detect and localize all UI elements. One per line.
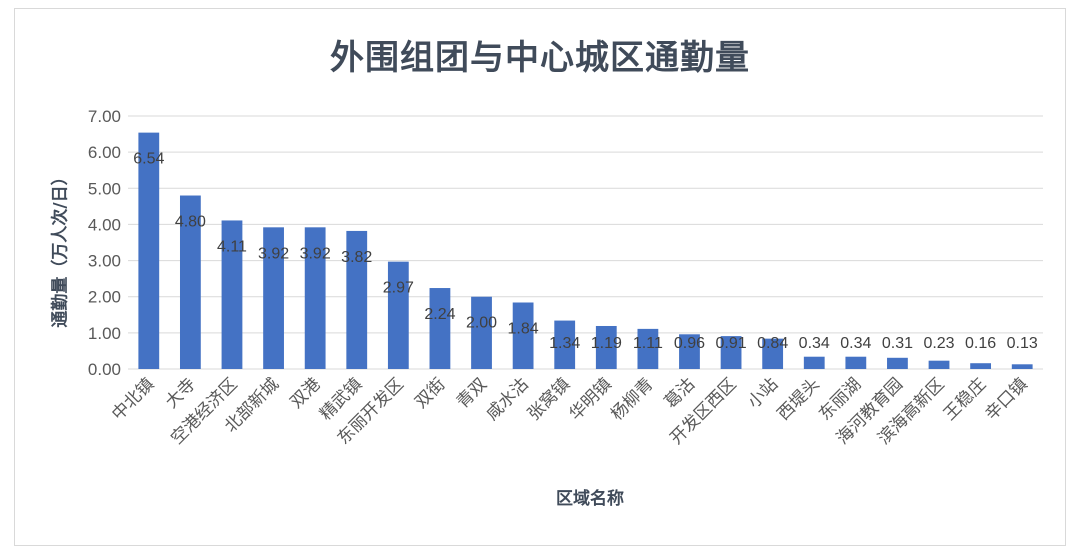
y-tick-label: 3.00 [88,252,121,271]
data-label: 1.19 [591,335,622,352]
data-label: 0.34 [840,335,871,352]
bar [803,356,825,369]
x-axis-label: 区域名称 [556,489,624,509]
data-label: 1.84 [508,320,539,337]
data-label: 0.13 [1007,335,1038,352]
data-label: 0.84 [757,335,788,352]
x-tick-label: 西堤头 [774,374,824,424]
data-label: 0.96 [674,335,705,352]
data-label: 3.82 [341,249,372,266]
bar [512,302,534,369]
bar [304,227,326,369]
chart-title: 外围组团与中心城区通勤量 [330,38,750,78]
data-label: 4.80 [175,214,206,231]
y-tick-labels: 0.00 1.00 2.00 3.00 4.00 5.00 6.00 7.00 [88,107,121,379]
data-label: 0.31 [882,335,913,352]
data-label: 3.92 [300,245,331,262]
bar [595,325,617,369]
y-tick-label: 4.00 [88,215,121,234]
y-tick-label: 1.00 [88,324,121,343]
data-label: 0.91 [715,335,746,352]
bar [429,288,451,369]
bar [387,261,409,369]
data-label: 0.23 [923,335,954,352]
y-tick-label: 6.00 [88,143,121,162]
bar [554,320,576,369]
bar [762,338,784,369]
bar [679,334,700,369]
x-tick-label: 杨柳青 [607,374,657,424]
data-label: 0.16 [965,335,996,352]
bar [887,357,908,369]
x-tick-label: 张窝镇 [524,374,574,424]
x-tick-label: 王稳庄 [940,374,990,424]
bar [221,220,243,369]
data-label: 2.00 [466,315,497,332]
data-label: 0.34 [799,335,830,352]
x-tick-label: 辛口镇 [982,374,1032,424]
data-labels: 6.54 4.80 4.11 3.92 3.92 3.82 2.97 2.24 2.00 1.84… [133,151,1038,352]
y-tick-label: 0.00 [88,360,121,379]
data-label: 4.11 [217,238,247,255]
data-label: 2.97 [383,280,414,297]
data-label: 3.92 [258,245,289,262]
x-tick-label: 中北镇 [108,374,158,424]
data-label: 6.54 [133,151,164,168]
bar [179,195,201,369]
bar [346,230,368,369]
bar [637,328,659,369]
bar [1011,364,1033,369]
x-tick-label: 华明镇 [566,374,616,424]
bar [845,356,867,369]
x-tick-label: 双街 [411,374,449,412]
data-label: 2.24 [424,306,455,323]
bars [138,132,1033,369]
bar [471,296,492,369]
bar [928,360,950,369]
bar [970,363,992,369]
x-tick-label: 咸水沽 [482,374,532,424]
data-label: 1.11 [633,335,663,352]
y-tick-label: 7.00 [88,107,121,126]
bar [263,227,284,369]
bar [720,336,742,369]
y-tick-label: 2.00 [88,288,121,307]
y-tick-label: 5.00 [88,179,121,198]
bar [138,132,160,369]
data-label: 1.34 [549,335,580,352]
